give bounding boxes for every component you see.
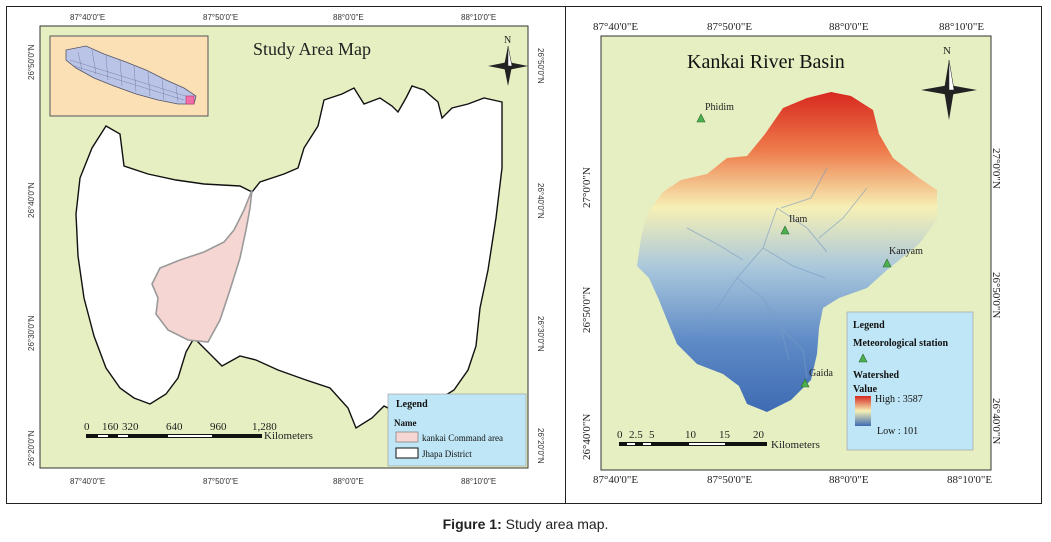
drainage-network <box>686 167 868 379</box>
top-tick-1: 87°40'0"E <box>70 13 105 22</box>
top-tick-2: 87°50'0"E <box>203 13 238 22</box>
left-tick-2: 26°50'0"N <box>581 287 593 333</box>
svg-text:Kanyam: Kanyam <box>889 246 923 257</box>
svg-text:0: 0 <box>84 421 90 433</box>
svg-text:0: 0 <box>617 429 623 441</box>
svg-text:320: 320 <box>122 421 139 433</box>
scale-bar: 0 160 320 640 960 1,280 Kilometers <box>84 421 313 442</box>
command-area <box>151 189 253 343</box>
svg-text:1,280: 1,280 <box>252 421 277 433</box>
bottom-tick-1: 87°40'0"E <box>70 477 105 486</box>
watershed-dem <box>637 92 937 412</box>
svg-text:Phidim: Phidim <box>705 102 734 113</box>
jhapa-district <box>75 85 503 430</box>
top-tick-1: 87°40'0"E <box>593 21 638 33</box>
bottom-tick-2: 87°50'0"E <box>707 474 752 486</box>
left-tick-1: 26°50'0"N <box>27 44 36 80</box>
right-tick-3: 26°40'0"N <box>990 398 1002 444</box>
svg-text:160: 160 <box>102 421 119 433</box>
legend-low: Low : 101 <box>877 426 918 437</box>
station-kanyam: Kanyam <box>882 246 923 268</box>
svg-text:20: 20 <box>753 429 765 441</box>
station-phidim: Phidim <box>696 102 734 123</box>
station-ilam: Ilam <box>780 214 808 235</box>
map-title: Study Area Map <box>253 39 371 59</box>
map-title: Kankai River Basin <box>687 51 845 73</box>
right-tick-1: 26°50'0"N <box>536 48 545 84</box>
left-tick-2: 26°40'0"N <box>27 182 36 218</box>
right-legend: Legend Meteorological station Watershed … <box>846 311 974 451</box>
legend-jhapa: Jhapa District <box>422 449 472 459</box>
bottom-tick-4: 88°10'0"E <box>461 477 496 486</box>
right-tick-2: 26°50'0"N <box>990 272 1002 318</box>
figure-caption: Figure 1: Study area map. <box>0 516 1051 532</box>
legend-value-header: Value <box>853 384 878 395</box>
legend-title: Legend <box>853 320 885 331</box>
svg-text:Kilometers: Kilometers <box>771 439 820 451</box>
bottom-tick-3: 88°0'0"E <box>829 474 869 486</box>
svg-text:N: N <box>943 45 951 57</box>
nepal-districts <box>69 49 193 103</box>
top-tick-3: 88°0'0"E <box>829 21 869 33</box>
legend-station-header: Meteorological station <box>853 338 949 349</box>
station-gaida: Gaida <box>800 368 833 388</box>
legend-command-area: kankai Command area <box>422 433 503 443</box>
north-arrow-icon: N <box>921 45 977 120</box>
svg-text:Ilam: Ilam <box>789 214 808 225</box>
top-tick-3: 88°0'0"E <box>333 13 364 22</box>
figure-frame <box>6 6 1042 504</box>
left-legend: Legend Name kankai Command area Jhapa Di… <box>387 393 527 467</box>
svg-text:Kilometers: Kilometers <box>264 430 313 442</box>
legend-color-ramp <box>855 396 871 426</box>
legend-watershed-header: Watershed <box>853 370 900 381</box>
top-tick-2: 87°50'0"E <box>707 21 752 33</box>
right-tick-4: 26°20'0"N <box>536 428 545 464</box>
svg-text:640: 640 <box>166 421 183 433</box>
right-tick-2: 26°40'0"N <box>536 183 545 219</box>
bottom-tick-3: 88°0'0"E <box>333 477 364 486</box>
legend-title: Legend <box>396 399 428 410</box>
top-tick-4: 88°10'0"E <box>461 13 496 22</box>
right-tick-1: 27°0'0"N <box>990 148 1002 189</box>
svg-text:960: 960 <box>210 421 227 433</box>
bottom-tick-4: 88°10'0"E <box>947 474 992 486</box>
bottom-tick-2: 87°50'0"E <box>203 477 238 486</box>
north-arrow-icon: N <box>488 35 528 86</box>
svg-text:Gaida: Gaida <box>809 368 833 379</box>
scale-bar: 0 2.5 5 10 15 20 Kilometers <box>617 429 820 451</box>
right-tick-3: 26°30'0"N <box>536 316 545 352</box>
caption-text: Study area map. <box>505 516 609 532</box>
legend-high: High : 3587 <box>875 394 923 405</box>
left-tick-1: 27°0'0"N <box>581 167 593 208</box>
left-tick-3: 26°30'0"N <box>27 315 36 351</box>
caption-label: Figure 1: <box>442 516 502 532</box>
study-area-map: 87°40'0"E 87°50'0"E 88°0'0"E 88°10'0"E 8… <box>27 13 545 486</box>
jhapa-highlight <box>185 95 195 105</box>
left-tick-4: 26°20'0"N <box>27 430 36 466</box>
left-tick-3: 26°40'0"N <box>581 414 593 460</box>
kankai-basin-map: 87°40'0"E 87°50'0"E 88°0'0"E 88°10'0"E 8… <box>581 21 1002 486</box>
top-tick-4: 88°10'0"E <box>939 21 984 33</box>
legend-station-icon <box>858 353 868 363</box>
svg-text:10: 10 <box>685 429 697 441</box>
svg-text:N: N <box>504 35 511 46</box>
panel-divider <box>565 6 566 504</box>
svg-text:5: 5 <box>649 429 655 441</box>
bottom-tick-1: 87°40'0"E <box>593 474 638 486</box>
svg-text:2.5: 2.5 <box>629 429 643 441</box>
legend-name-header: Name <box>394 418 417 428</box>
svg-text:15: 15 <box>719 429 731 441</box>
